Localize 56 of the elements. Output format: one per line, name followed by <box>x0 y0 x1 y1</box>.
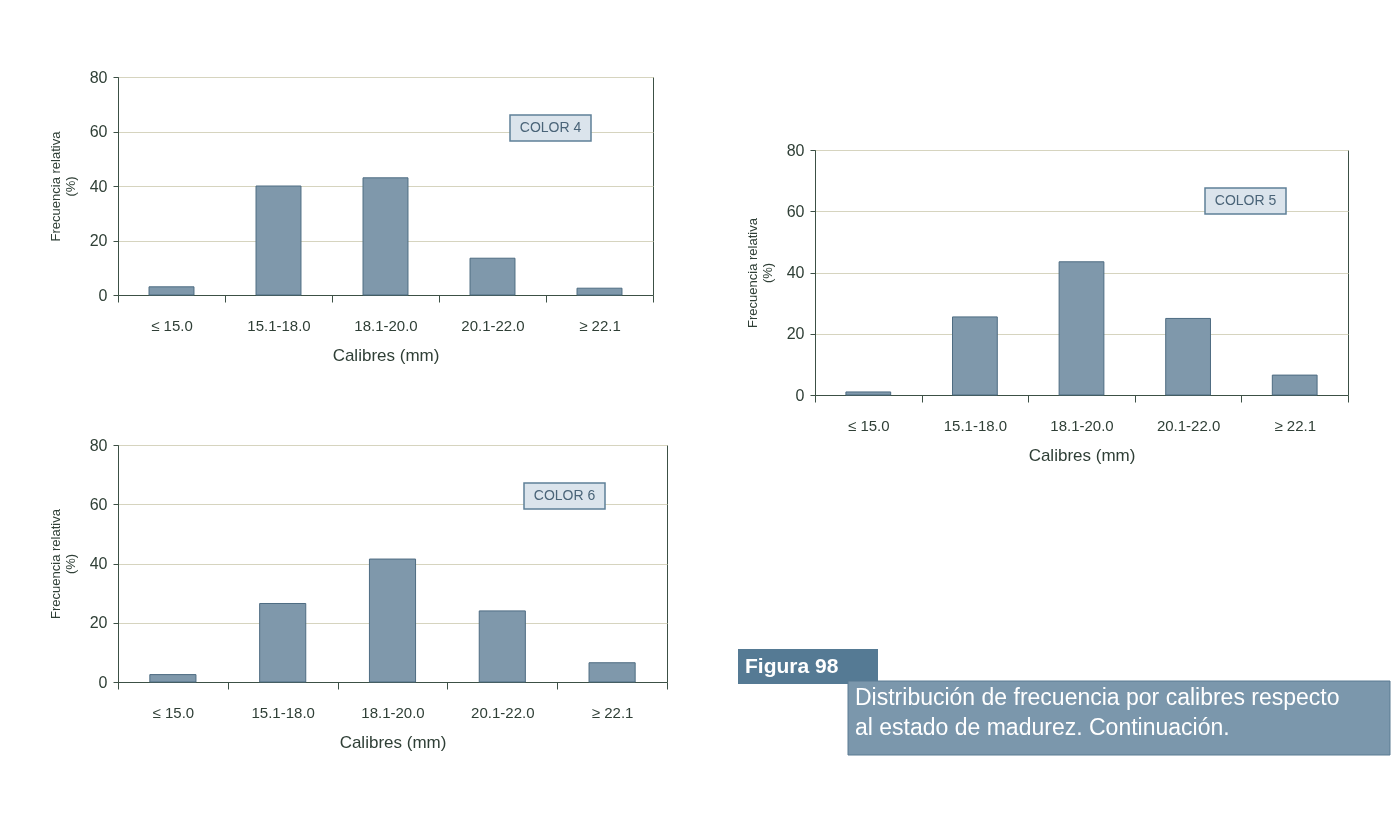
x-axis-title: Calibres (mm) <box>332 345 440 365</box>
bar <box>478 610 526 683</box>
x-tick-label: ≤ 15.0 <box>848 416 890 434</box>
x-tick-label: 15.1-18.0 <box>943 416 1008 434</box>
x-axis-title: Calibres (mm) <box>339 732 447 752</box>
y-tick-label: 60 <box>89 123 108 140</box>
bar <box>845 391 892 396</box>
y-tick-label: 80 <box>89 436 108 454</box>
text: Figura 98 <box>745 654 839 677</box>
x-tick-label: ≥ 22.1 <box>579 316 621 334</box>
y-tick-label: 80 <box>89 68 108 86</box>
y-axis-title: Frecuencia relativa (%) <box>47 508 78 619</box>
bar <box>1165 317 1211 396</box>
y-tick-label: 60 <box>786 202 805 220</box>
x-tick-label: ≤ 15.0 <box>152 703 195 721</box>
bar <box>368 558 417 683</box>
text: Distribución de frecuencia por calibres respecto al estado de madurez. Continuación. <box>855 684 1340 740</box>
text: COLOR 5 <box>1214 192 1277 208</box>
x-tick-label: 15.1-18.0 <box>251 703 315 721</box>
y-tick-label: 40 <box>786 264 805 281</box>
x-axis-title: Calibres (mm) <box>1028 445 1136 465</box>
x-tick-label: 20.1-22.0 <box>461 316 525 334</box>
x-tick-label: 18.1-20.0 <box>354 316 418 334</box>
y-tick-label: 40 <box>89 177 108 195</box>
y-tick-label: 20 <box>786 325 805 343</box>
bar <box>1271 374 1318 396</box>
x-tick-label: ≥ 22.1 <box>1274 416 1316 434</box>
x-tick-label: 18.1-20.0 <box>361 703 425 721</box>
x-tick-label: ≥ 22.1 <box>591 703 634 721</box>
bar <box>149 674 197 683</box>
y-tick-label: 0 <box>98 286 108 304</box>
y-axis-title: Frecuencia relativa (%) <box>744 217 775 328</box>
bar <box>259 602 307 683</box>
bar <box>1058 261 1105 396</box>
x-tick-label: 20.1-22.0 <box>1156 416 1221 434</box>
x-tick-label: 15.1-18.0 <box>247 316 311 334</box>
bar <box>255 185 302 296</box>
y-tick-label: 40 <box>89 555 108 572</box>
x-tick-label: ≤ 15.0 <box>151 316 193 334</box>
y-tick-label: 60 <box>89 495 108 513</box>
text: COLOR 6 <box>533 487 596 503</box>
y-tick-label: 20 <box>89 232 108 249</box>
x-tick-label: 20.1-22.0 <box>471 703 535 721</box>
bar <box>576 287 623 296</box>
bar <box>588 662 636 683</box>
bar <box>469 257 516 296</box>
y-tick-label: 20 <box>89 614 108 632</box>
y-axis-title: Frecuencia relativa (%) <box>47 130 78 242</box>
bar <box>148 286 195 296</box>
y-tick-label: 0 <box>98 673 108 691</box>
x-tick-label: 18.1-20.0 <box>1050 416 1114 434</box>
bar <box>362 177 409 296</box>
y-tick-label: 0 <box>795 386 805 404</box>
y-tick-label: 80 <box>786 141 805 159</box>
bar <box>952 316 998 396</box>
text: COLOR 4 <box>519 119 582 135</box>
